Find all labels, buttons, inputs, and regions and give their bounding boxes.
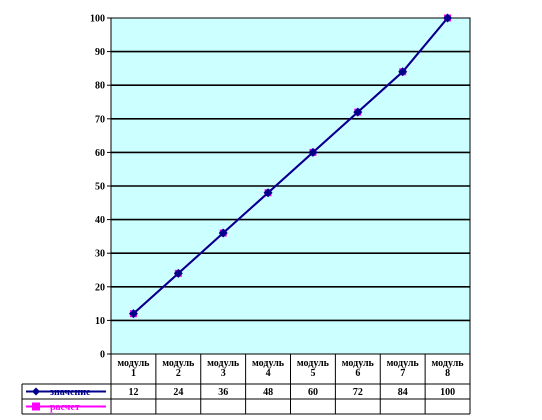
series-2-legend-label: расчет [50,402,80,413]
y-tick-label: 80 [95,81,105,92]
data-table-value: 24 [173,387,183,398]
series-1-point [308,147,318,157]
x-category-label: модуль [432,358,465,369]
series-1-point [128,309,138,319]
x-category-number: 3 [221,368,226,379]
x-category-label: модуль [117,358,150,369]
series-1-point [353,107,363,117]
x-category-number: 2 [176,368,181,379]
x-category-label: модуль [342,358,375,369]
series-1-point [398,67,408,77]
series-1-line [132,17,449,315]
y-tick-label: 50 [95,182,105,193]
x-category-number: 5 [310,368,315,379]
series-1-point [218,228,228,238]
data-table-value: 100 [440,387,455,398]
y-tick-label: 90 [95,47,105,58]
x-category-label: модуль [162,358,195,369]
x-category-number: 4 [266,368,271,379]
x-category-number: 8 [445,368,450,379]
series-1-point [173,268,183,278]
y-tick-label: 0 [100,350,105,361]
x-category-label: модуль [297,358,330,369]
data-table-value: 84 [398,387,408,398]
y-tick-label: 100 [90,14,105,25]
series-1-point [443,13,453,23]
series-1-point [263,188,273,198]
y-tick-label: 20 [95,282,105,293]
x-category-number: 7 [400,368,405,379]
data-table-value: 36 [218,387,228,398]
x-category-label: модуль [387,358,420,369]
data-table-value: 12 [128,387,138,398]
series-2-legend-marker [32,402,40,411]
data-table-value: 48 [263,387,273,398]
x-category-number: 1 [131,368,136,379]
x-category-label: модуль [252,358,285,369]
series-1-legend-label: значение [50,387,91,398]
y-tick-label: 10 [95,316,105,327]
data-table-value: 60 [308,387,318,398]
y-tick-label: 70 [95,114,105,125]
y-tick-label: 60 [95,148,105,159]
y-tick-label: 40 [95,215,105,226]
x-category-number: 6 [355,368,360,379]
series-1-legend-marker [32,387,40,396]
data-table-value: 72 [353,387,363,398]
x-category-label: модуль [207,358,240,369]
y-tick-label: 30 [95,249,105,260]
